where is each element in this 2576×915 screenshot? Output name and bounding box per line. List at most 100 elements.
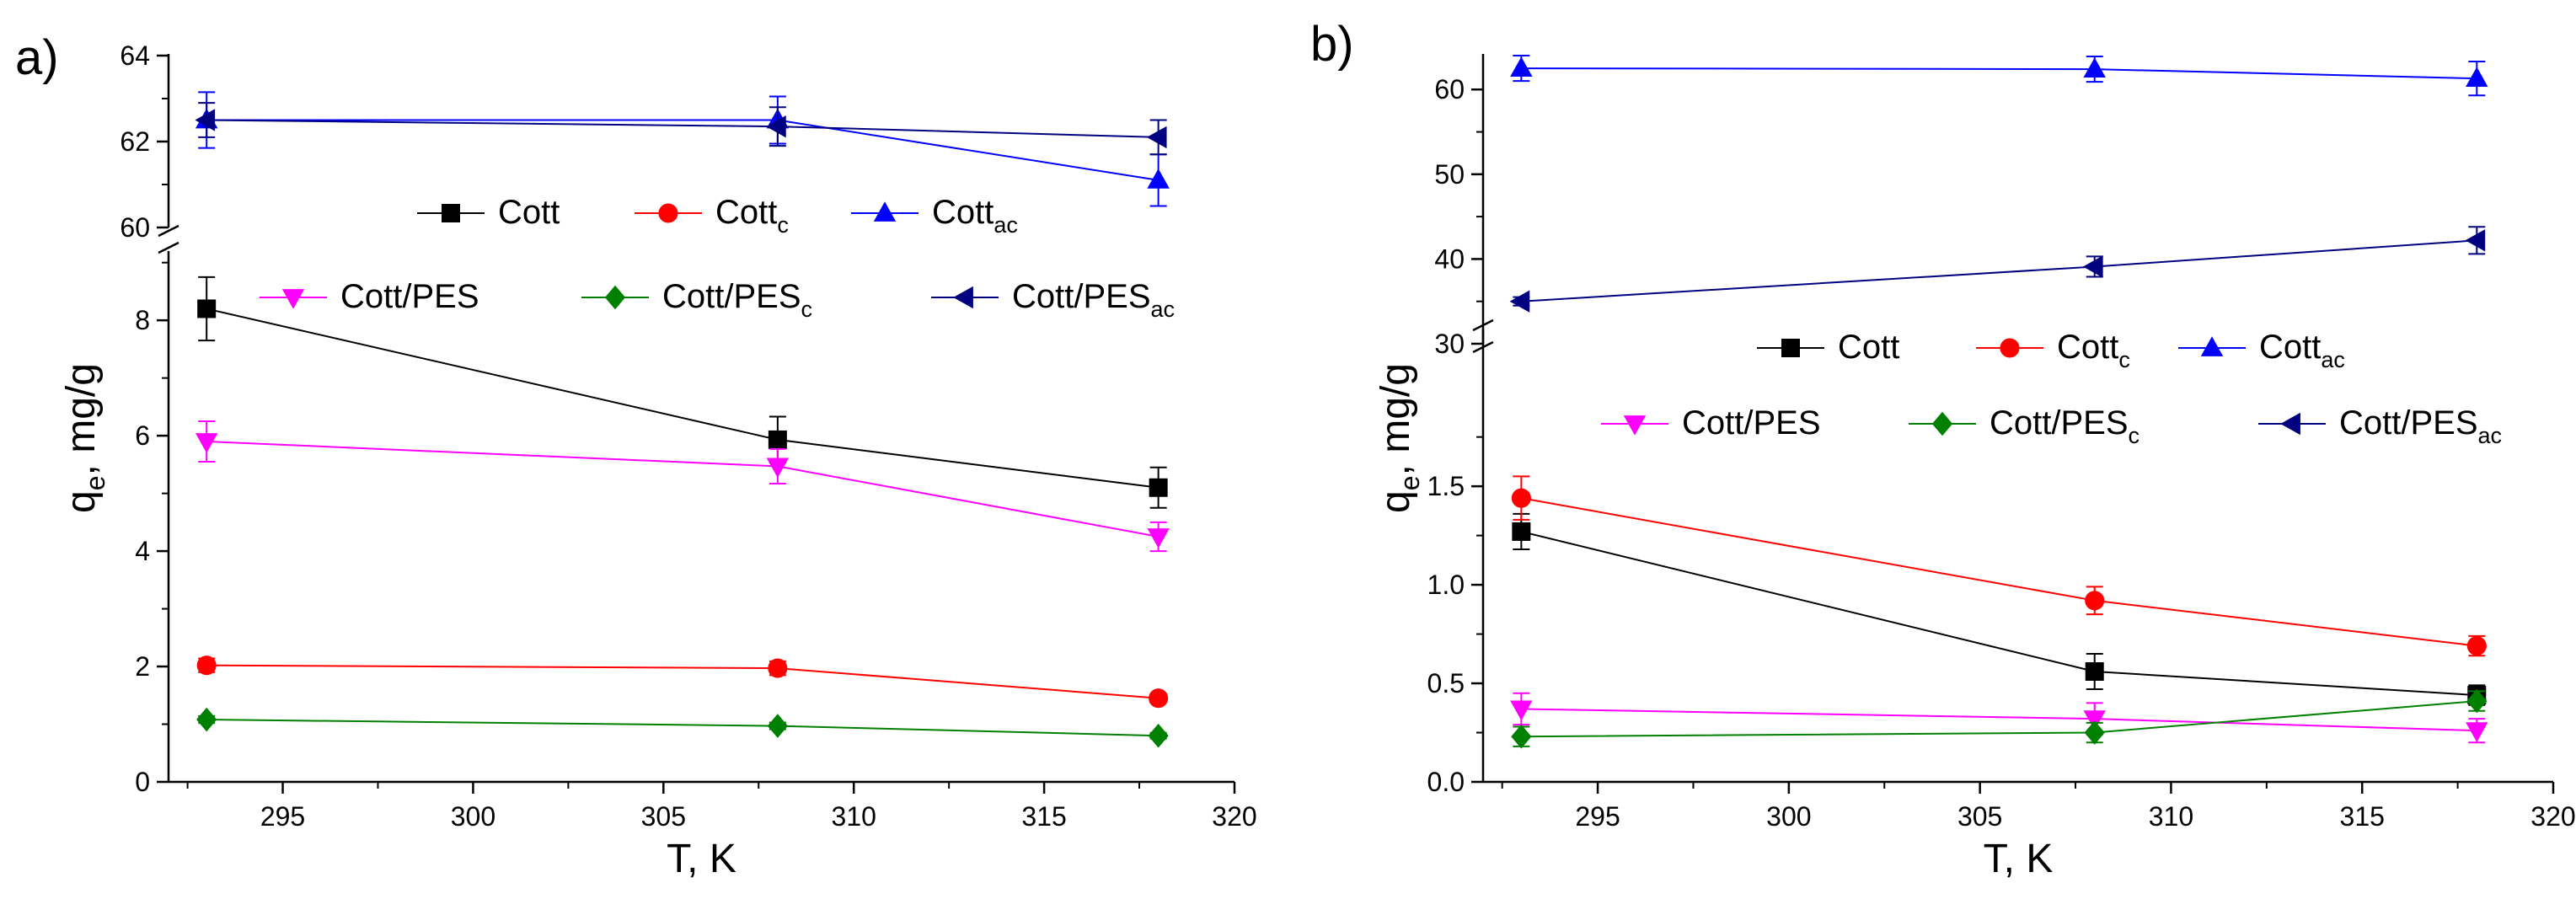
legend-entry: Cottac bbox=[2178, 329, 2345, 372]
legend-entry: Cott bbox=[417, 194, 560, 231]
data-point bbox=[2466, 722, 2488, 742]
x-tick-label: 310 bbox=[2149, 801, 2193, 832]
y-tick-label: 60 bbox=[120, 212, 150, 243]
data-point bbox=[2466, 67, 2488, 88]
x-tick-label: 315 bbox=[2340, 801, 2385, 832]
data-point bbox=[768, 658, 788, 678]
data-point bbox=[1510, 56, 1533, 77]
series-cott-ac bbox=[195, 91, 1170, 207]
data-point bbox=[2084, 720, 2105, 745]
data-point bbox=[2083, 710, 2106, 730]
legend-label: Cottc bbox=[2057, 329, 2130, 372]
y-tick-label: 62 bbox=[120, 126, 150, 157]
data-point bbox=[2465, 229, 2486, 252]
y-tick-label: 6 bbox=[135, 420, 150, 451]
legend-marker bbox=[658, 203, 678, 223]
series-cott-pes bbox=[195, 420, 1170, 553]
data-point bbox=[1147, 528, 1170, 548]
y-tick-label: 4 bbox=[135, 536, 150, 566]
legend-marker bbox=[1931, 411, 1953, 436]
series-line bbox=[206, 119, 1159, 138]
series-cott-pes-ac bbox=[1509, 226, 2486, 313]
legend-marker bbox=[1781, 339, 1800, 357]
series-line bbox=[206, 664, 1159, 699]
legend-marker bbox=[281, 289, 305, 309]
data-point bbox=[2082, 255, 2103, 278]
data-point bbox=[2466, 636, 2487, 656]
legend-entry: Cott/PESac bbox=[931, 278, 1175, 322]
legend-entry: Cott/PESac bbox=[2258, 404, 2502, 448]
data-point bbox=[1510, 700, 1533, 721]
legend-label: Cott/PESc bbox=[662, 278, 812, 322]
y-tick-label: 2 bbox=[135, 651, 150, 682]
y-tick-label: 0.0 bbox=[1427, 767, 1465, 797]
axis-break-mark bbox=[1472, 318, 1494, 332]
x-axis-label: T, K bbox=[667, 837, 736, 881]
data-point bbox=[197, 299, 217, 318]
series-cott-pes-ac bbox=[195, 102, 1167, 156]
legend-label: Cott/PES bbox=[1682, 404, 1821, 441]
legend-marker bbox=[442, 204, 460, 222]
legend-marker bbox=[873, 201, 897, 222]
data-point bbox=[2085, 591, 2105, 611]
legend-label: Cott bbox=[498, 194, 560, 231]
series-cott-pes-c bbox=[1511, 688, 2488, 749]
x-tick-label: 305 bbox=[641, 801, 686, 832]
legend-marker bbox=[2280, 412, 2300, 436]
series-cott-pes-c bbox=[196, 707, 1169, 748]
axis-break-mark bbox=[1472, 340, 1494, 354]
y-tick-label: 1.0 bbox=[1427, 570, 1465, 600]
series-cott bbox=[1512, 512, 2487, 706]
series-cott-ac bbox=[1510, 55, 2488, 97]
series-line bbox=[206, 119, 1159, 181]
x-tick-label: 320 bbox=[2530, 801, 2575, 832]
series-cott-c bbox=[1511, 475, 2487, 657]
data-point bbox=[767, 714, 788, 738]
data-point bbox=[1149, 688, 1169, 709]
legend-label: Cott/PESac bbox=[2339, 404, 2502, 448]
y-tick-label: 0 bbox=[135, 767, 150, 797]
y-tick-label: 40 bbox=[1434, 243, 1465, 274]
legend-label: Cottac bbox=[2259, 329, 2345, 372]
data-point bbox=[1511, 724, 1532, 749]
y-tick-label: 50 bbox=[1434, 159, 1465, 190]
legend-entry: Cottac bbox=[851, 194, 1018, 238]
legend-entry: Cottc bbox=[635, 194, 789, 238]
data-point bbox=[768, 430, 787, 449]
data-point bbox=[1509, 290, 1530, 313]
axes bbox=[1472, 54, 2553, 784]
y-tick-label: 1.5 bbox=[1427, 471, 1465, 501]
legend-entry: Cottc bbox=[1976, 329, 2130, 372]
legend-marker bbox=[604, 285, 626, 310]
data-point bbox=[1148, 723, 1169, 748]
series-line bbox=[1521, 67, 2477, 80]
panel-label: b) bbox=[1310, 17, 1354, 72]
y-tick-label: 30 bbox=[1434, 329, 1465, 359]
legend-entry: Cott bbox=[1757, 329, 1899, 366]
series-cott-c bbox=[196, 655, 1169, 709]
series-cott-pes bbox=[1510, 692, 2488, 744]
x-axis-label: T, K bbox=[1984, 837, 2054, 881]
x-tick-label: 300 bbox=[1766, 801, 1811, 832]
x-tick-label: 305 bbox=[1957, 801, 2002, 832]
series-line bbox=[206, 308, 1159, 489]
series-line bbox=[1521, 239, 2477, 302]
legend-entry: Cott/PES bbox=[1601, 404, 1821, 441]
data-point bbox=[2466, 688, 2488, 714]
legend-label: Cott/PESac bbox=[1012, 278, 1175, 322]
legend-label: Cottac bbox=[932, 194, 1018, 238]
y-tick-label: 64 bbox=[120, 40, 150, 71]
data-point bbox=[1146, 126, 1167, 149]
data-point bbox=[196, 655, 217, 676]
data-point bbox=[2083, 57, 2106, 78]
x-tick-label: 300 bbox=[451, 801, 495, 832]
panel-b-chart: b) 295 300 305 310 315 320 0.0 0.5 1.0 1.5 30 40 50 60… bbox=[1310, 17, 2576, 881]
y-axis-label: qe, mg/g bbox=[59, 363, 110, 513]
data-point bbox=[2085, 662, 2104, 682]
data-point bbox=[1149, 478, 1168, 497]
data-point bbox=[1512, 522, 1531, 541]
axis-break-mark bbox=[158, 224, 179, 238]
x-tick-label: 320 bbox=[1212, 801, 1256, 832]
legend-marker bbox=[1623, 415, 1647, 436]
axis-break-mark bbox=[158, 241, 179, 254]
